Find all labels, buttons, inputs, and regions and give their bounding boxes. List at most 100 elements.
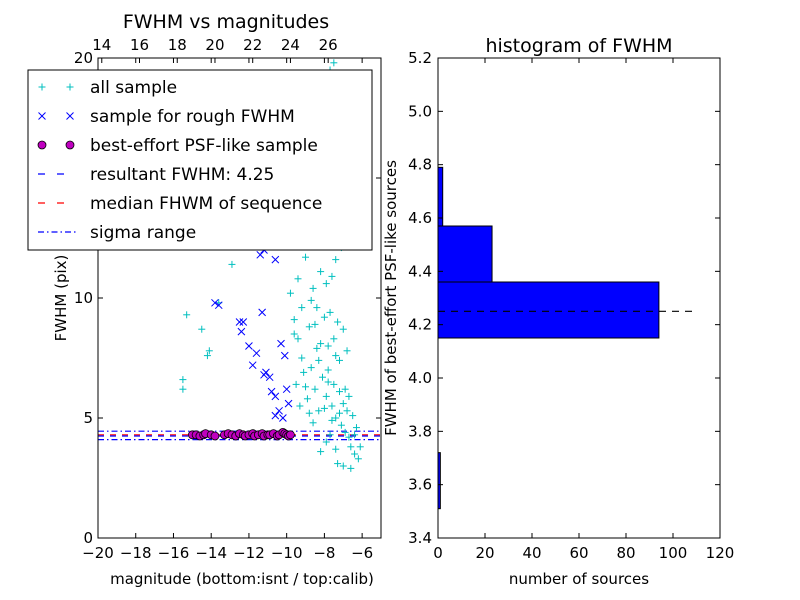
data-point bbox=[326, 308, 334, 316]
data-point bbox=[284, 399, 293, 408]
data-point bbox=[317, 448, 325, 456]
data-point bbox=[328, 402, 336, 410]
data-point bbox=[324, 378, 332, 386]
histogram-bar bbox=[437, 225, 493, 283]
legend-marker bbox=[66, 83, 74, 91]
top-tick-label: 22 bbox=[243, 36, 262, 54]
data-point bbox=[339, 462, 347, 470]
data-point bbox=[245, 342, 253, 350]
data-point bbox=[328, 272, 336, 280]
data-point bbox=[309, 284, 317, 292]
data-point bbox=[311, 320, 319, 328]
data-point bbox=[343, 407, 351, 415]
legend-entries: all sample sample for rough FWHM best-effo… bbox=[37, 78, 322, 243]
top-tick-label: 14 bbox=[92, 36, 111, 54]
x-tick-label: 40 bbox=[522, 544, 541, 562]
top-tick-label: 26 bbox=[319, 36, 338, 54]
scatter-x-label: magnitude (bottom:isnt / top:calib) bbox=[110, 570, 374, 588]
data-point bbox=[307, 364, 315, 372]
data-point bbox=[352, 424, 360, 432]
data-point bbox=[203, 352, 211, 360]
top-tick-label: 16 bbox=[130, 36, 149, 54]
legend-marker bbox=[65, 140, 75, 150]
x-tick-label: 100 bbox=[659, 544, 688, 562]
x-tick-label: 80 bbox=[616, 544, 635, 562]
data-point bbox=[211, 298, 219, 307]
data-point bbox=[179, 385, 187, 393]
histogram-bar bbox=[437, 166, 444, 227]
legend-marker bbox=[37, 140, 47, 150]
data-point bbox=[271, 392, 280, 401]
data-point bbox=[322, 438, 330, 446]
y-tick-label: 3.4 bbox=[408, 529, 432, 547]
data-point bbox=[294, 275, 302, 283]
data-point bbox=[349, 412, 357, 420]
data-point bbox=[309, 419, 317, 427]
histogram-bar bbox=[437, 281, 660, 339]
data-point bbox=[339, 400, 347, 408]
data-point bbox=[179, 376, 187, 384]
data-point bbox=[332, 352, 340, 360]
legend-marker bbox=[66, 112, 74, 120]
data-point bbox=[341, 428, 349, 436]
data-point bbox=[341, 385, 349, 393]
data-point bbox=[280, 351, 289, 360]
data-point bbox=[334, 318, 342, 326]
series-circle bbox=[187, 427, 295, 441]
data-point bbox=[277, 339, 285, 348]
data-point bbox=[330, 380, 338, 388]
data-point bbox=[303, 395, 311, 403]
legend: all sample sample for rough FWHM best-effo… bbox=[27, 69, 373, 251]
scatter-panel: FWHM vs magnitudes −20 −18 −16 −14 −12 −10 −8−… bbox=[27, 11, 382, 588]
histogram-y-ticks: 3.4 3.6 3.8 4.0 4.2 4.4 4.6 4.8 5.0 5.2 bbox=[408, 49, 720, 547]
scatter-top-ticks: 14 16 18 20 22 24 26 bbox=[92, 36, 338, 63]
data-point bbox=[322, 280, 330, 288]
y-tick-label: 5 bbox=[83, 409, 93, 427]
data-point bbox=[252, 349, 261, 358]
data-point bbox=[275, 406, 283, 415]
data-point bbox=[351, 450, 359, 458]
top-tick-label: 24 bbox=[281, 36, 300, 54]
data-point bbox=[328, 416, 336, 424]
data-point bbox=[347, 464, 355, 472]
data-point bbox=[324, 366, 332, 374]
legend-marker bbox=[38, 83, 46, 91]
y-tick-label: 10 bbox=[74, 289, 93, 307]
data-point bbox=[292, 380, 300, 388]
legend-entry: all sample bbox=[38, 78, 177, 98]
y-tick-label: 5.0 bbox=[408, 102, 432, 120]
data-point bbox=[290, 330, 298, 338]
x-tick-label: −16 bbox=[158, 544, 190, 562]
data-point bbox=[258, 308, 266, 317]
data-point bbox=[335, 388, 343, 396]
histogram-x-ticks: 0 20 40 60 80 100 120 bbox=[433, 58, 734, 562]
data-point bbox=[282, 385, 291, 394]
data-point bbox=[183, 311, 191, 319]
legend-entry: best-effort PSF-like sample bbox=[37, 136, 318, 156]
data-point bbox=[332, 414, 340, 422]
y-tick-label: 4.6 bbox=[408, 209, 432, 227]
y-tick-label: 0 bbox=[83, 529, 93, 547]
data-point bbox=[296, 402, 304, 410]
data-point bbox=[271, 255, 280, 264]
legend-label: resultant FWHM: 4.25 bbox=[90, 165, 274, 185]
legend-box bbox=[27, 69, 373, 251]
scatter-y-label: FWHM (pix) bbox=[52, 255, 70, 342]
scatter-x-ticks: −20 −18 −16 −14 −12 −10 −8 −6 bbox=[82, 58, 373, 562]
data-point bbox=[294, 335, 302, 343]
histogram-x-label: number of sources bbox=[509, 570, 649, 588]
data-point bbox=[313, 304, 321, 312]
data-point bbox=[315, 407, 323, 415]
data-point bbox=[305, 409, 313, 417]
data-point bbox=[319, 373, 327, 381]
data-point bbox=[311, 385, 319, 393]
y-tick-label: 4.8 bbox=[408, 156, 432, 174]
histogram-bars bbox=[437, 166, 660, 510]
legend-label: all sample bbox=[90, 78, 177, 98]
top-tick-label: 18 bbox=[168, 36, 187, 54]
x-tick-label: −6 bbox=[351, 544, 373, 562]
legend-label: sigma range bbox=[90, 223, 196, 243]
legend-label: median FHWM of sequence bbox=[90, 194, 322, 214]
data-point bbox=[271, 411, 280, 420]
data-point bbox=[305, 323, 313, 331]
